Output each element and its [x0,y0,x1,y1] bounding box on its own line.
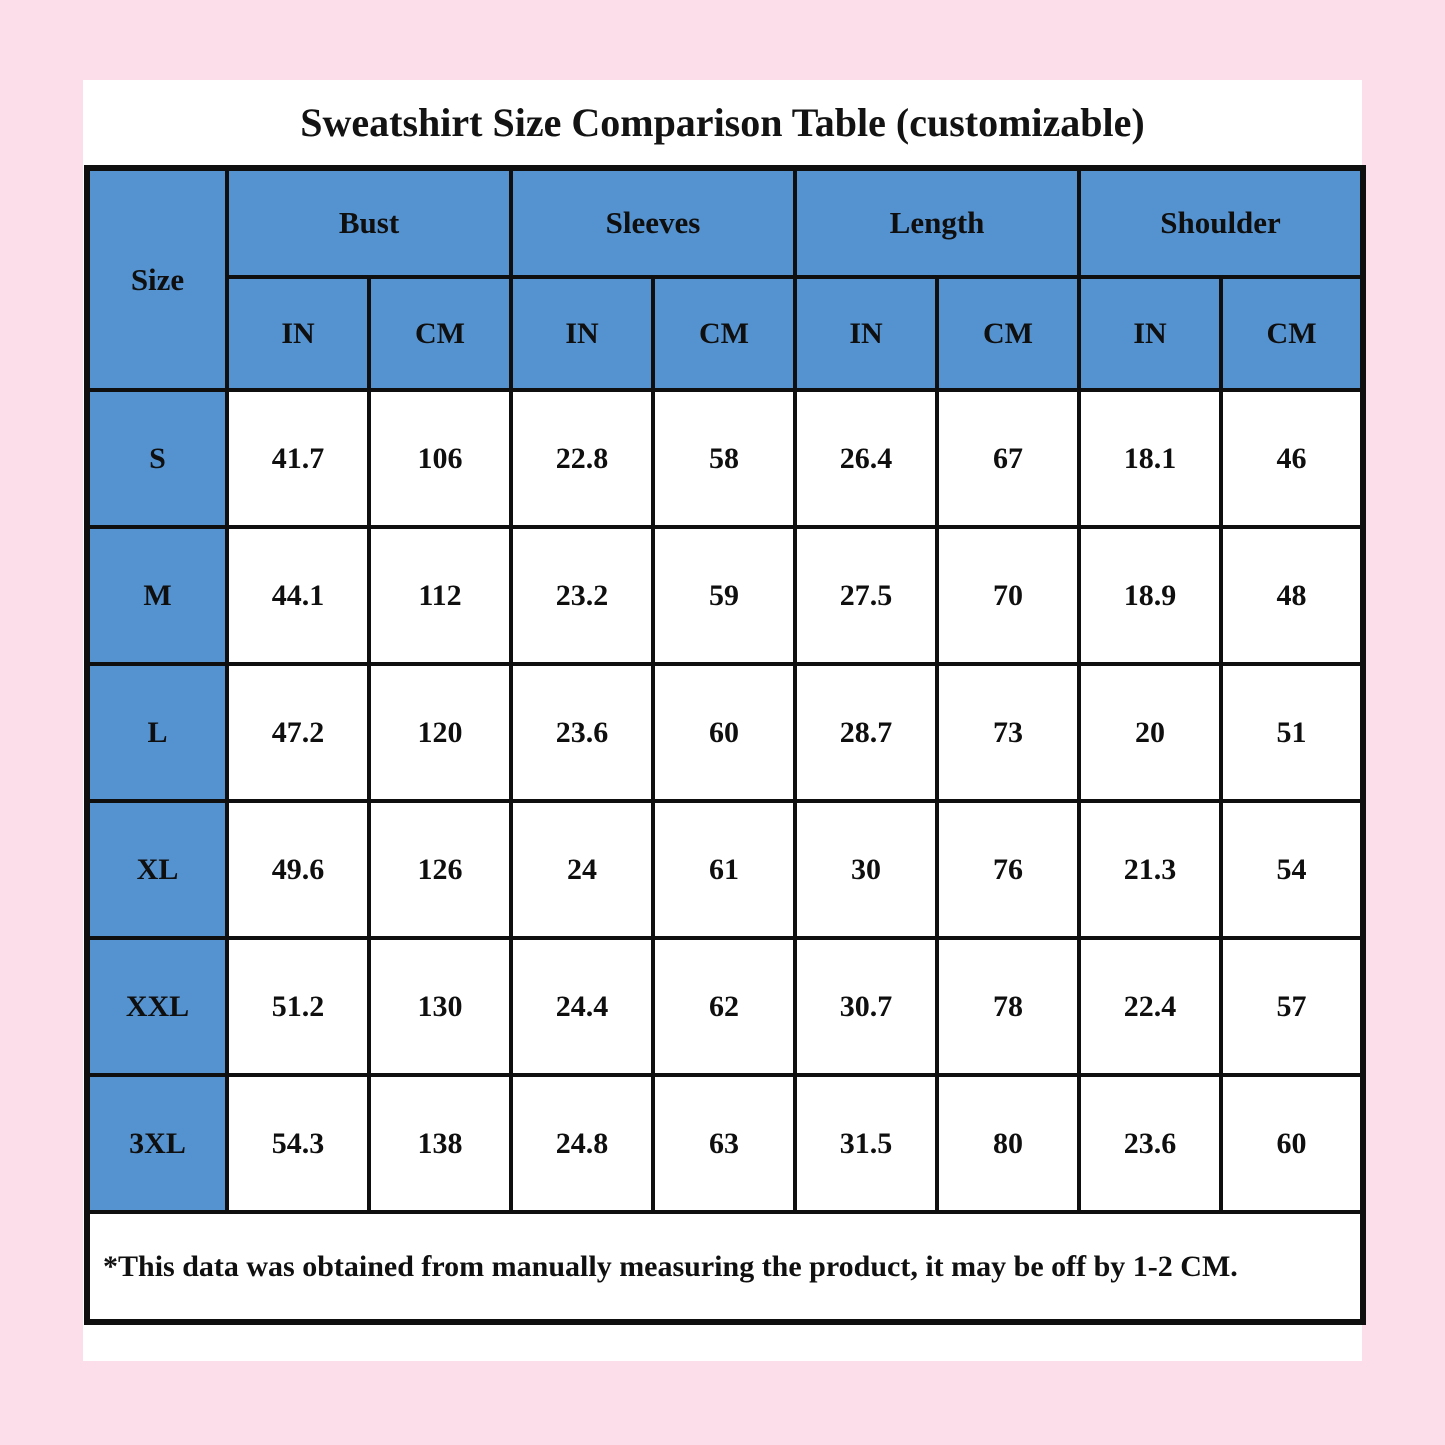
value-cell: 57 [1219,936,1366,1077]
unit-header-length-in: IN [793,275,940,392]
table-row-s: S 41.7 106 22.8 58 26.4 67 18.1 46 [85,388,1366,529]
size-cell: XL [85,799,229,940]
value-cell: 60 [650,662,798,803]
unit-header-length-cm: CM [935,275,1082,392]
size-cell: XXL [85,936,229,1077]
value-cell: 138 [367,1073,513,1214]
unit-header-bust-cm: CM [367,275,513,392]
value-cell: 59 [650,525,798,666]
value-cell: 54 [1219,799,1366,940]
value-cell: 112 [367,525,513,666]
footnote-text: *This data was obtained from manually me… [84,1210,1366,1324]
table-row-xxl: XXL 51.2 130 24.4 62 30.7 78 22.4 57 [85,936,1366,1077]
value-cell: 22.4 [1077,936,1224,1077]
value-cell: 44.1 [225,525,371,666]
table-row-3xl: 3XL 54.3 138 24.8 63 31.5 80 23.6 60 [85,1073,1366,1214]
value-cell: 47.2 [225,662,371,803]
value-cell: 18.1 [1077,388,1224,529]
value-cell: 41.7 [225,388,371,529]
value-cell: 62 [650,936,798,1077]
value-cell: 18.9 [1077,525,1224,666]
size-cell: S [85,388,229,529]
value-cell: 30.7 [793,936,940,1077]
value-cell: 80 [935,1073,1082,1214]
value-cell: 46 [1219,388,1366,529]
value-cell: 23.6 [1077,1073,1224,1214]
size-comparison-table: Size Bust Sleeves Length Shoulder IN CM … [84,165,1367,1325]
value-cell: 78 [935,936,1082,1077]
unit-header-shoulder-in: IN [1077,275,1224,392]
value-cell: 31.5 [793,1073,940,1214]
value-cell: 48 [1219,525,1366,666]
table-row-m: M 44.1 112 23.2 59 27.5 70 18.9 48 [85,525,1366,666]
value-cell: 106 [367,388,513,529]
value-cell: 27.5 [793,525,940,666]
value-cell: 23.6 [509,662,655,803]
unit-header-shoulder-cm: CM [1219,275,1366,392]
header-units-row: IN CM IN CM IN CM IN CM [87,275,1366,392]
value-cell: 76 [935,799,1082,940]
size-column-header: Size [85,166,229,392]
value-cell: 20 [1077,662,1224,803]
value-cell: 24.8 [509,1073,655,1214]
value-cell: 24.4 [509,936,655,1077]
size-cell: M [85,525,229,666]
size-cell: L [85,662,229,803]
value-cell: 61 [650,799,798,940]
table-row-l: L 47.2 120 23.6 60 28.7 73 20 51 [85,662,1366,803]
unit-header-sleeves-cm: CM [650,275,798,392]
value-cell: 126 [367,799,513,940]
value-cell: 30 [793,799,940,940]
value-cell: 120 [367,662,513,803]
group-header-sleeves: Sleeves [508,166,798,279]
value-cell: 51.2 [225,936,371,1077]
value-cell: 28.7 [793,662,940,803]
table-row-xl: XL 49.6 126 24 61 30 76 21.3 54 [85,799,1366,940]
size-cell: 3XL [85,1073,229,1214]
page-title: Sweatshirt Size Comparison Table (custom… [300,100,1145,145]
value-cell: 70 [935,525,1082,666]
header-group-row: Size Bust Sleeves Length Shoulder [85,166,1366,392]
value-cell: 24 [509,799,655,940]
value-cell: 49.6 [225,799,371,940]
value-cell: 63 [650,1073,798,1214]
value-cell: 54.3 [225,1073,371,1214]
value-cell: 67 [935,388,1082,529]
value-cell: 21.3 [1077,799,1224,940]
unit-header-sleeves-in: IN [509,275,655,392]
value-cell: 130 [367,936,513,1077]
value-cell: 22.8 [509,388,655,529]
value-cell: 23.2 [509,525,655,666]
footnote-row: *This data was obtained from manually me… [84,1210,1366,1324]
size-chart-panel: Sweatshirt Size Comparison Table (custom… [83,80,1367,1361]
group-header-bust: Bust [225,166,513,279]
value-cell: 58 [650,388,798,529]
unit-header-bust-in: IN [225,275,371,392]
group-header-shoulder: Shoulder [1077,166,1366,279]
value-cell: 26.4 [793,388,940,529]
value-cell: 51 [1219,662,1366,803]
value-cell: 73 [935,662,1082,803]
value-cell: 60 [1219,1073,1366,1214]
group-header-length: Length [793,166,1082,279]
